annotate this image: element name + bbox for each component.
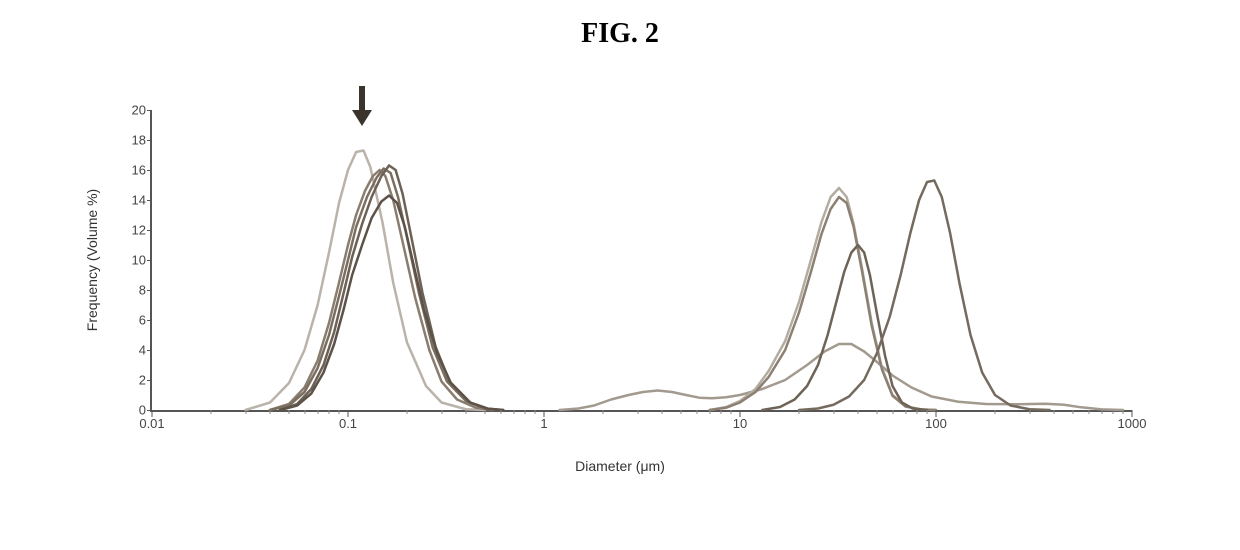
x-tick-minor: [211, 410, 212, 414]
right-peak-A-light: [710, 188, 936, 410]
x-tick-minor: [709, 410, 710, 414]
x-tick-minor: [1123, 410, 1124, 414]
x-tick-label: 0.1: [339, 410, 357, 431]
y-tick-label: 8: [139, 283, 152, 298]
y-tick-label: 20: [132, 103, 152, 118]
x-tick-minor: [525, 410, 526, 414]
x-tick-minor: [466, 410, 467, 414]
y-tick-label: 4: [139, 343, 152, 358]
x-tick-minor: [288, 410, 289, 414]
x-tick-minor: [995, 410, 996, 414]
right-peak-B: [710, 197, 936, 410]
x-tick-minor: [721, 410, 722, 414]
x-tick-minor: [1072, 410, 1073, 414]
arrow-annotation: [352, 86, 372, 128]
x-tick-minor: [833, 410, 834, 414]
figure-title: FIG. 2: [0, 0, 1240, 50]
x-tick-minor: [484, 410, 485, 414]
y-tick-label: 2: [139, 373, 152, 388]
x-tick-minor: [637, 410, 638, 414]
x-tick-label: 100: [925, 410, 947, 431]
x-tick-minor: [917, 410, 918, 414]
x-tick-minor: [892, 410, 893, 414]
x-tick-minor: [441, 410, 442, 414]
x-tick-label: 0.01: [139, 410, 164, 431]
x-tick-minor: [680, 410, 681, 414]
y-tick-label: 6: [139, 313, 152, 328]
left-curve-2: [270, 170, 493, 410]
y-tick-label: 10: [132, 253, 152, 268]
x-tick-minor: [799, 410, 800, 414]
x-tick-minor: [603, 410, 604, 414]
y-tick-label: 12: [132, 223, 152, 238]
x-tick-minor: [500, 410, 501, 414]
x-tick-minor: [1054, 410, 1055, 414]
x-tick-minor: [270, 410, 271, 414]
x-tick-minor: [317, 410, 318, 414]
x-tick-minor: [662, 410, 663, 414]
plot-area: 024681012141618200.010.11101001000: [150, 110, 1132, 412]
x-tick-minor: [1029, 410, 1030, 414]
x-tick-minor: [407, 410, 408, 414]
x-tick-label: 1: [540, 410, 547, 431]
x-tick-minor: [927, 410, 928, 414]
chart-curves: [152, 110, 1132, 410]
x-tick-minor: [535, 410, 536, 414]
y-axis-title: Frequency (Volume %): [84, 189, 100, 331]
x-tick-minor: [858, 410, 859, 414]
x-tick-minor: [696, 410, 697, 414]
x-tick-minor: [513, 410, 514, 414]
x-tick-minor: [339, 410, 340, 414]
x-tick-minor: [1113, 410, 1114, 414]
right-peak-D-far: [799, 181, 1050, 411]
x-tick-minor: [304, 410, 305, 414]
x-tick-minor: [905, 410, 906, 414]
chart-container: Frequency (Volume %) 024681012141618200.…: [80, 100, 1160, 480]
x-tick-label: 10: [733, 410, 747, 431]
x-tick-minor: [1088, 410, 1089, 414]
x-axis-title: Diameter (μm): [575, 458, 665, 474]
x-tick-minor: [245, 410, 246, 414]
y-tick-label: 14: [132, 193, 152, 208]
y-tick-label: 18: [132, 133, 152, 148]
y-tick-label: 16: [132, 163, 152, 178]
x-tick-minor: [731, 410, 732, 414]
x-tick-minor: [876, 410, 877, 414]
x-tick-minor: [1101, 410, 1102, 414]
left-curve-3: [270, 169, 501, 411]
x-tick-minor: [329, 410, 330, 414]
arrow-down-icon: [352, 86, 372, 128]
